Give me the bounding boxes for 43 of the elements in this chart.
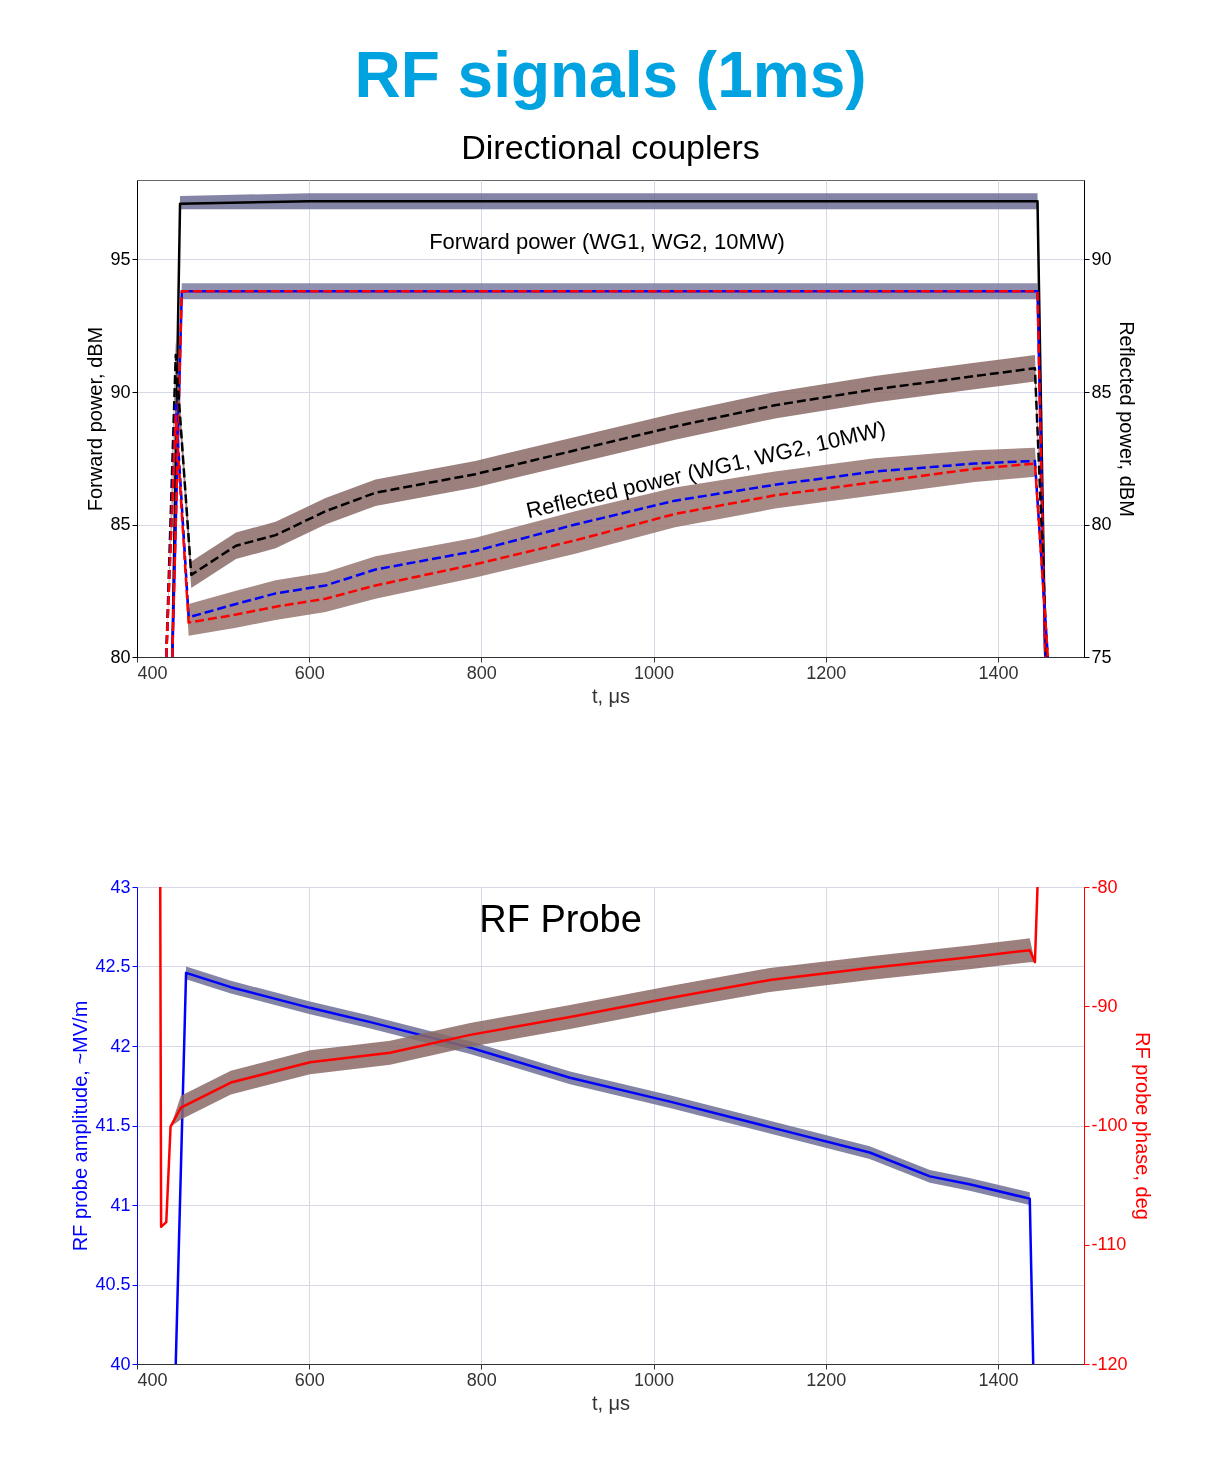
chart-title: RF signals (1ms) xyxy=(354,39,867,111)
y2-tick-label: -110 xyxy=(1091,1234,1127,1255)
x-tick-label: 1200 xyxy=(806,662,847,683)
x-tick-label: 1000 xyxy=(634,1369,675,1390)
y2-axis-title: RF probe phase, deg xyxy=(1131,1032,1154,1220)
y-tick-label: 41.5 xyxy=(95,1115,131,1135)
x-tick-label: 600 xyxy=(294,662,325,683)
chart-title: RF Probe xyxy=(479,898,642,940)
y-tick-label: 43 xyxy=(110,876,131,897)
y-tick-label: 80 xyxy=(110,646,131,667)
y-tick-label: 95 xyxy=(110,249,131,269)
y-tick-label: 85 xyxy=(110,514,131,534)
x-tick-label: 1200 xyxy=(806,1369,847,1390)
y2-tick-label: 80 xyxy=(1091,514,1112,534)
y2-tick-label: -80 xyxy=(1091,876,1118,897)
y2-axis-title: Reflected power, dBM xyxy=(1115,321,1138,517)
x-tick-label: 1000 xyxy=(634,662,675,683)
x-tick-label: 1400 xyxy=(978,1369,1019,1390)
x-tick-label: 800 xyxy=(466,662,497,683)
x-tick-label: 1400 xyxy=(978,662,1019,683)
y-tick-label: 42.5 xyxy=(95,956,131,976)
y2-tick-label: -100 xyxy=(1091,1115,1128,1135)
x-tick-label: 600 xyxy=(294,1369,325,1390)
y-tick-label: 90 xyxy=(110,381,131,402)
y-tick-label: 40.5 xyxy=(95,1274,131,1294)
y-tick-label: 42 xyxy=(110,1035,131,1056)
y2-tick-label: -90 xyxy=(1091,995,1118,1016)
y2-tick-label: 75 xyxy=(1091,646,1112,667)
chart-subtitle: Directional couplers xyxy=(461,128,760,166)
x-tick-label: 400 xyxy=(137,662,168,683)
annotation: Reflected power (WG1, WG2, 10MW) xyxy=(523,415,888,524)
y2-tick-label: 90 xyxy=(1091,249,1112,269)
y2-tick-label: 85 xyxy=(1091,381,1112,402)
y-axis-title: Forward power, dBM xyxy=(84,326,107,512)
x-axis-title: t, μs xyxy=(591,684,631,707)
x-tick-label: 400 xyxy=(137,1369,168,1390)
y-tick-label: 41 xyxy=(110,1194,131,1215)
y-tick-label: 40 xyxy=(110,1353,131,1374)
annotation: Forward power (WG1, WG2, 10MW) xyxy=(429,229,785,254)
x-axis-title: t, μs xyxy=(591,1391,631,1414)
x-tick-label: 800 xyxy=(466,1369,497,1390)
y-axis-title: RF probe amplitude, ~MV/m xyxy=(69,1000,92,1252)
y2-tick-label: -120 xyxy=(1091,1353,1128,1374)
